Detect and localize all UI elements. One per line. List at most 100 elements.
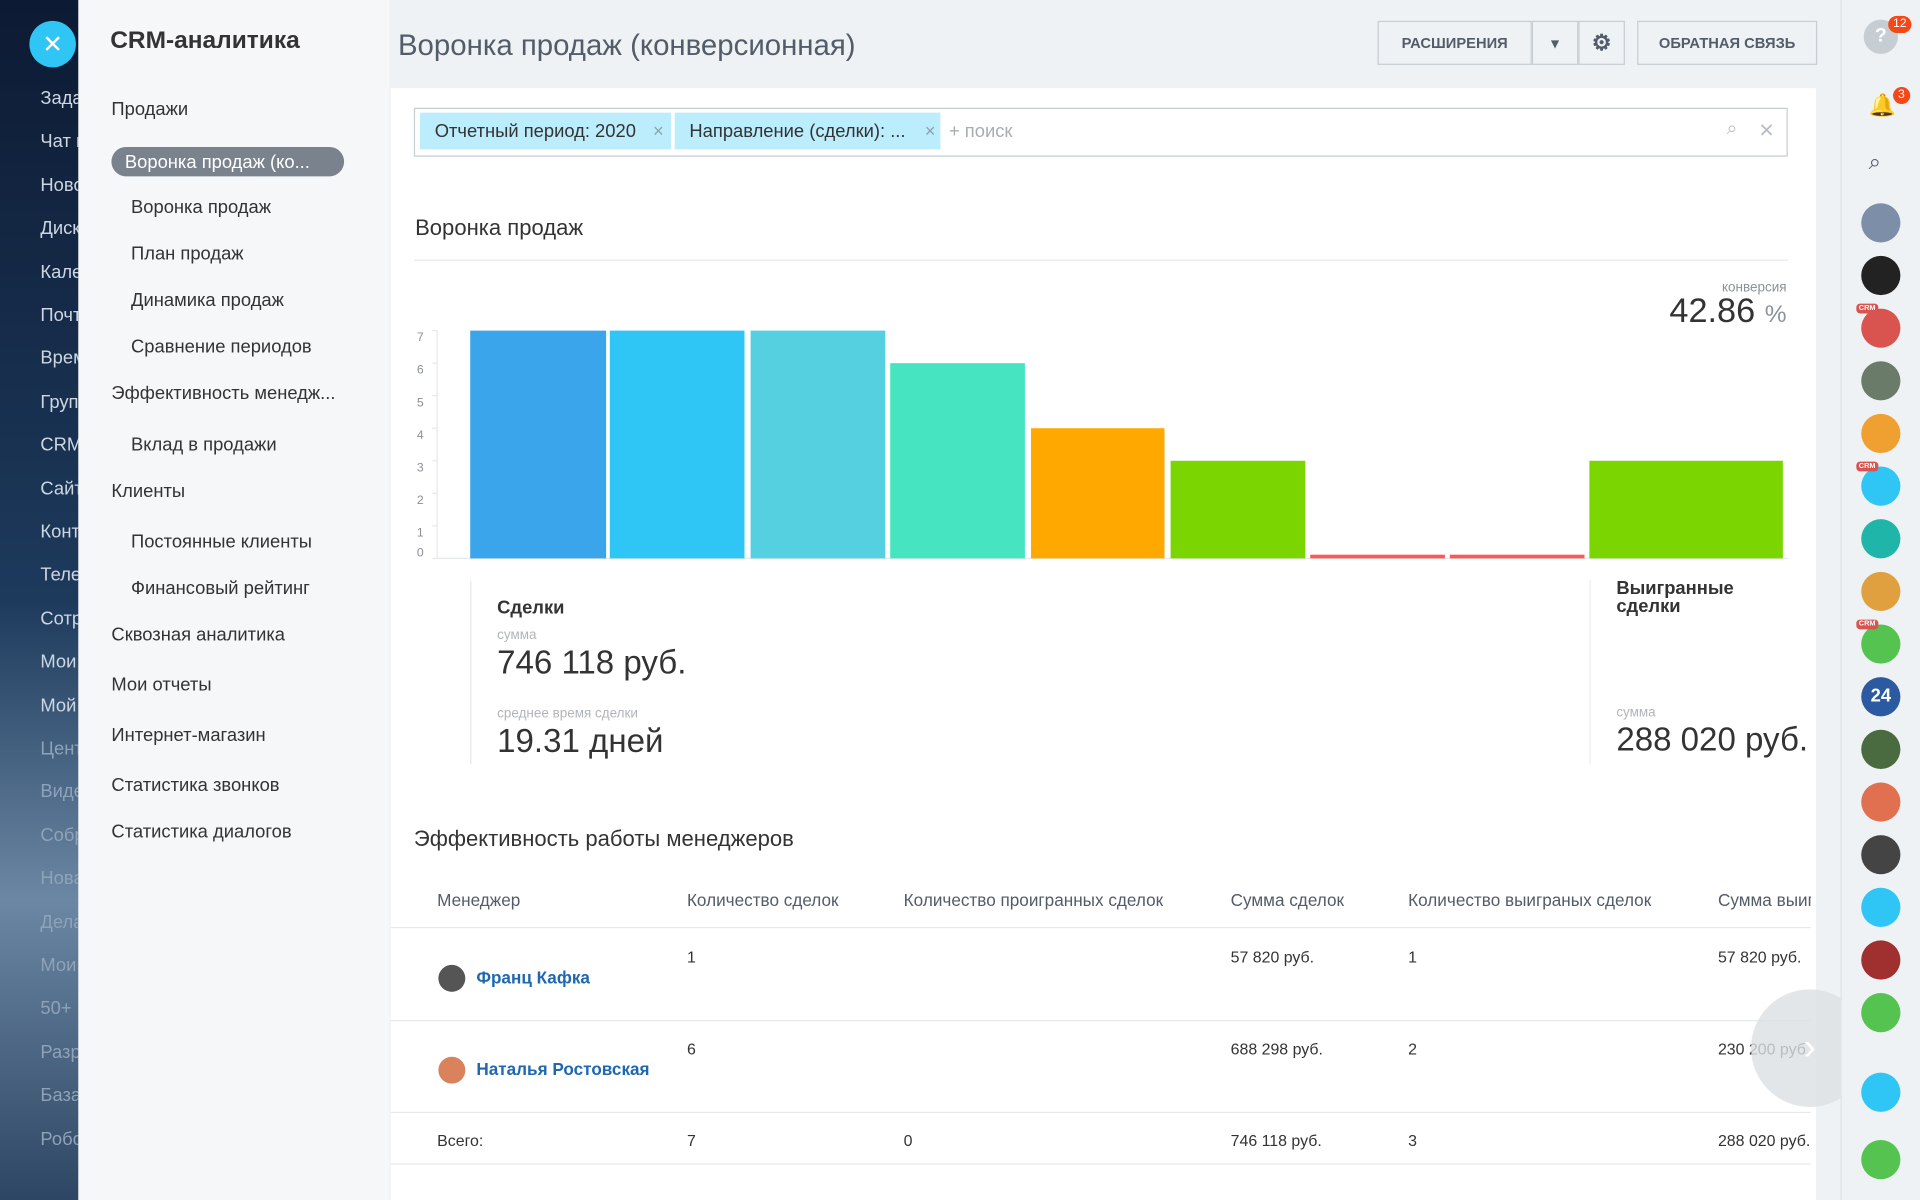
table-rule xyxy=(390,926,1812,929)
contact-avatar[interactable] xyxy=(1861,466,1901,506)
extensions-button[interactable]: РАСШИРЕНИЯ xyxy=(1377,20,1532,65)
nav-item[interactable]: Кале xyxy=(40,261,79,283)
table-cell: 1 xyxy=(1408,947,1418,967)
nav-item[interactable]: Диск xyxy=(40,218,79,240)
filter-tag[interactable]: Отчетный период: 2020 × xyxy=(420,112,672,150)
contact-avatar[interactable] xyxy=(1861,993,1901,1033)
nav-item[interactable]: Теле xyxy=(40,564,79,586)
close-menu-button[interactable]: ✕ xyxy=(29,20,76,68)
contact-avatar[interactable] xyxy=(1861,729,1901,769)
nav-item[interactable]: База xyxy=(40,1085,79,1106)
contact-avatar[interactable] xyxy=(1861,835,1901,875)
contact-avatar[interactable] xyxy=(1861,571,1901,612)
nav-item[interactable]: CRM xyxy=(40,434,79,456)
search-button[interactable]: ⌕ xyxy=(1868,149,1881,174)
sidebar-item[interactable]: Продажи xyxy=(111,99,189,120)
filter-tag-remove[interactable]: × xyxy=(652,120,664,142)
help-button[interactable]: ? xyxy=(1863,19,1898,54)
contact-avatar[interactable] xyxy=(1861,203,1901,243)
filter-bar[interactable] xyxy=(413,107,1788,157)
nav-item[interactable]: Ново xyxy=(40,174,78,196)
nav-item[interactable]: Врем xyxy=(40,348,78,370)
nav-item[interactable]: Конт xyxy=(40,521,79,543)
nav-item[interactable]: Сотр xyxy=(40,608,79,630)
contact-avatar[interactable] xyxy=(1861,782,1901,822)
manager-avatar[interactable] xyxy=(438,1056,466,1084)
contact-avatar[interactable] xyxy=(1861,308,1901,348)
sidebar-item[interactable]: Интернет-магазин xyxy=(111,724,266,746)
contact-avatar[interactable] xyxy=(1861,519,1901,559)
nav-item[interactable]: Робо xyxy=(40,1128,78,1150)
extensions-dropdown[interactable]: ▾ xyxy=(1531,20,1579,65)
manager-link[interactable]: Наталья Ростовская xyxy=(476,1059,650,1079)
sidebar: CRM-аналитика Продажи Воронка продаж (ко.… xyxy=(78,0,390,1200)
contact-avatar[interactable] xyxy=(1861,361,1901,401)
contact-avatar[interactable] xyxy=(1861,624,1901,664)
manager-avatar[interactable] xyxy=(438,964,466,992)
nav-item[interactable]: 50+ xyxy=(40,998,72,1020)
clear-filter[interactable]: ✕ xyxy=(1758,121,1775,143)
sidebar-item[interactable]: Эффективность менедж... xyxy=(111,383,336,405)
sidebar-item[interactable]: Сравнение периодов xyxy=(131,336,312,358)
filter-tag[interactable]: Направление (сделки): ... × xyxy=(674,112,941,150)
bar xyxy=(1589,460,1783,559)
sidebar-item-active[interactable]: Воронка продаж (ко... xyxy=(111,146,345,177)
deals-title: Сделки xyxy=(497,597,565,619)
sidebar-item[interactable]: План продаж xyxy=(131,243,244,265)
nav-item[interactable]: Виде xyxy=(40,781,78,803)
nav-item[interactable]: Мой xyxy=(40,695,77,716)
sidebar-item[interactable]: Воронка продаж xyxy=(131,197,272,218)
nav-item[interactable]: Собр xyxy=(40,825,78,846)
sidebar-item[interactable]: Мои отчеты xyxy=(111,674,212,696)
table-header: Количество сделок xyxy=(686,890,839,910)
table-title: Эффективность работы менеджеров xyxy=(413,826,794,852)
divider xyxy=(413,259,1788,261)
nav-item[interactable]: Сайт xyxy=(40,478,78,500)
nav-item[interactable]: Почт xyxy=(40,304,79,326)
contact-avatar[interactable] xyxy=(1861,255,1901,296)
sidebar-item[interactable]: Статистика звонков xyxy=(111,775,280,796)
sidebar-item[interactable]: Финансовый рейтинг xyxy=(131,577,310,599)
nav-item[interactable]: Зада xyxy=(40,88,78,109)
nav-item[interactable]: Нова xyxy=(40,868,78,890)
nav-item[interactable]: Мои xyxy=(40,651,77,673)
sidebar-item[interactable]: Клиенты xyxy=(111,481,186,503)
nav-item[interactable]: Мои xyxy=(40,955,77,976)
bar xyxy=(470,330,607,559)
nav-item[interactable]: Разр xyxy=(40,1041,79,1063)
nav-item[interactable]: Чат и xyxy=(40,131,78,153)
feedback-button[interactable]: ОБРАТНАЯ СВЯЗЬ xyxy=(1637,20,1818,65)
sidebar-item[interactable]: Вклад в продажи xyxy=(131,434,277,456)
nav-item[interactable]: Дела xyxy=(40,911,78,933)
filter-tag-remove[interactable]: × xyxy=(924,120,936,142)
deals-sum-label: сумма xyxy=(497,628,537,643)
nav-item[interactable]: Цент xyxy=(40,738,78,760)
divider xyxy=(1589,580,1591,765)
search-placeholder[interactable]: + поиск xyxy=(948,121,1013,143)
divider xyxy=(470,580,472,765)
y-tick-label: 4 xyxy=(417,428,424,442)
table-rule xyxy=(390,1020,1812,1022)
disk-button[interactable] xyxy=(1861,1072,1901,1112)
sidebar-item[interactable]: Динамика продаж xyxy=(131,290,284,312)
nav-item[interactable]: Груп xyxy=(40,391,79,413)
managers-table: Менеджер Количество сделок Количество прои… xyxy=(390,869,1812,1165)
help-badge: 12 xyxy=(1888,15,1912,34)
sidebar-item[interactable]: Сквозная аналитика xyxy=(111,624,285,646)
call-button[interactable] xyxy=(1861,1140,1901,1180)
manager-link[interactable]: Франц Кафка xyxy=(476,967,590,987)
contact-avatar[interactable] xyxy=(1861,940,1901,980)
table-header: Сумма сделок xyxy=(1230,890,1345,910)
table-cell: 57 820 руб. xyxy=(1717,947,1802,967)
settings-button[interactable]: ⚙ xyxy=(1578,20,1625,65)
sidebar-item[interactable]: Статистика диалогов xyxy=(111,821,292,843)
contact-avatar[interactable] xyxy=(1861,677,1901,717)
search-icon[interactable]: ⌕ xyxy=(1726,118,1738,140)
funnel-title: Воронка продаж xyxy=(415,215,584,240)
notifications-button[interactable]: 🔔 xyxy=(1868,93,1897,118)
contact-avatar[interactable] xyxy=(1861,887,1901,927)
sidebar-item[interactable]: Постоянные клиенты xyxy=(131,531,312,553)
bar xyxy=(750,330,886,559)
contact-avatar[interactable] xyxy=(1861,413,1901,454)
